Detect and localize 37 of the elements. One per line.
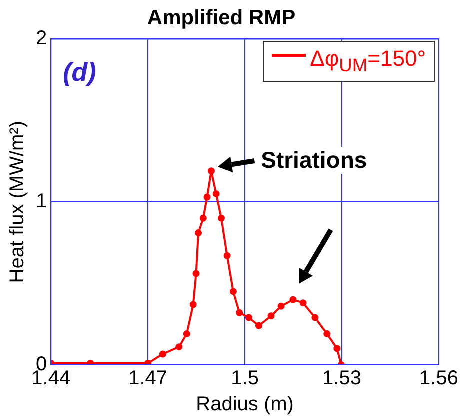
point [183,330,190,338]
annotation: (d) [63,57,96,88]
point [278,302,285,310]
point [268,312,275,320]
point [87,360,94,365]
point [245,314,252,322]
point [212,190,220,198]
legend-label: Δφ$_{UM}$=150° [310,46,426,77]
point [195,230,202,237]
point [334,345,341,352]
point [255,322,262,330]
chart-title: Amplified RMP [147,6,296,30]
point [324,330,331,338]
point [190,301,197,308]
x-tick-label: 1.47 [128,368,168,390]
point [192,270,200,278]
x-axis-title: Radius (m) [196,394,294,416]
x-tick-label: 1.5 [231,368,259,390]
y-tick-label: 1 [36,190,48,213]
x-tick-label: 1.53 [322,368,362,390]
point [224,252,231,260]
point [144,360,152,365]
point [312,314,319,322]
point [200,214,207,222]
point [204,194,211,201]
point [300,300,307,307]
x-tick-label: 1.56 [420,368,458,390]
y-tick-label: 2 [36,28,48,50]
point [159,350,166,358]
point [236,309,244,316]
y-axis-title: Heat flux (MW/m²) [6,120,29,284]
point [176,344,183,351]
point [290,296,297,304]
point [218,214,225,222]
point [208,168,215,175]
annotation: Striations [261,147,368,174]
point [230,288,237,296]
